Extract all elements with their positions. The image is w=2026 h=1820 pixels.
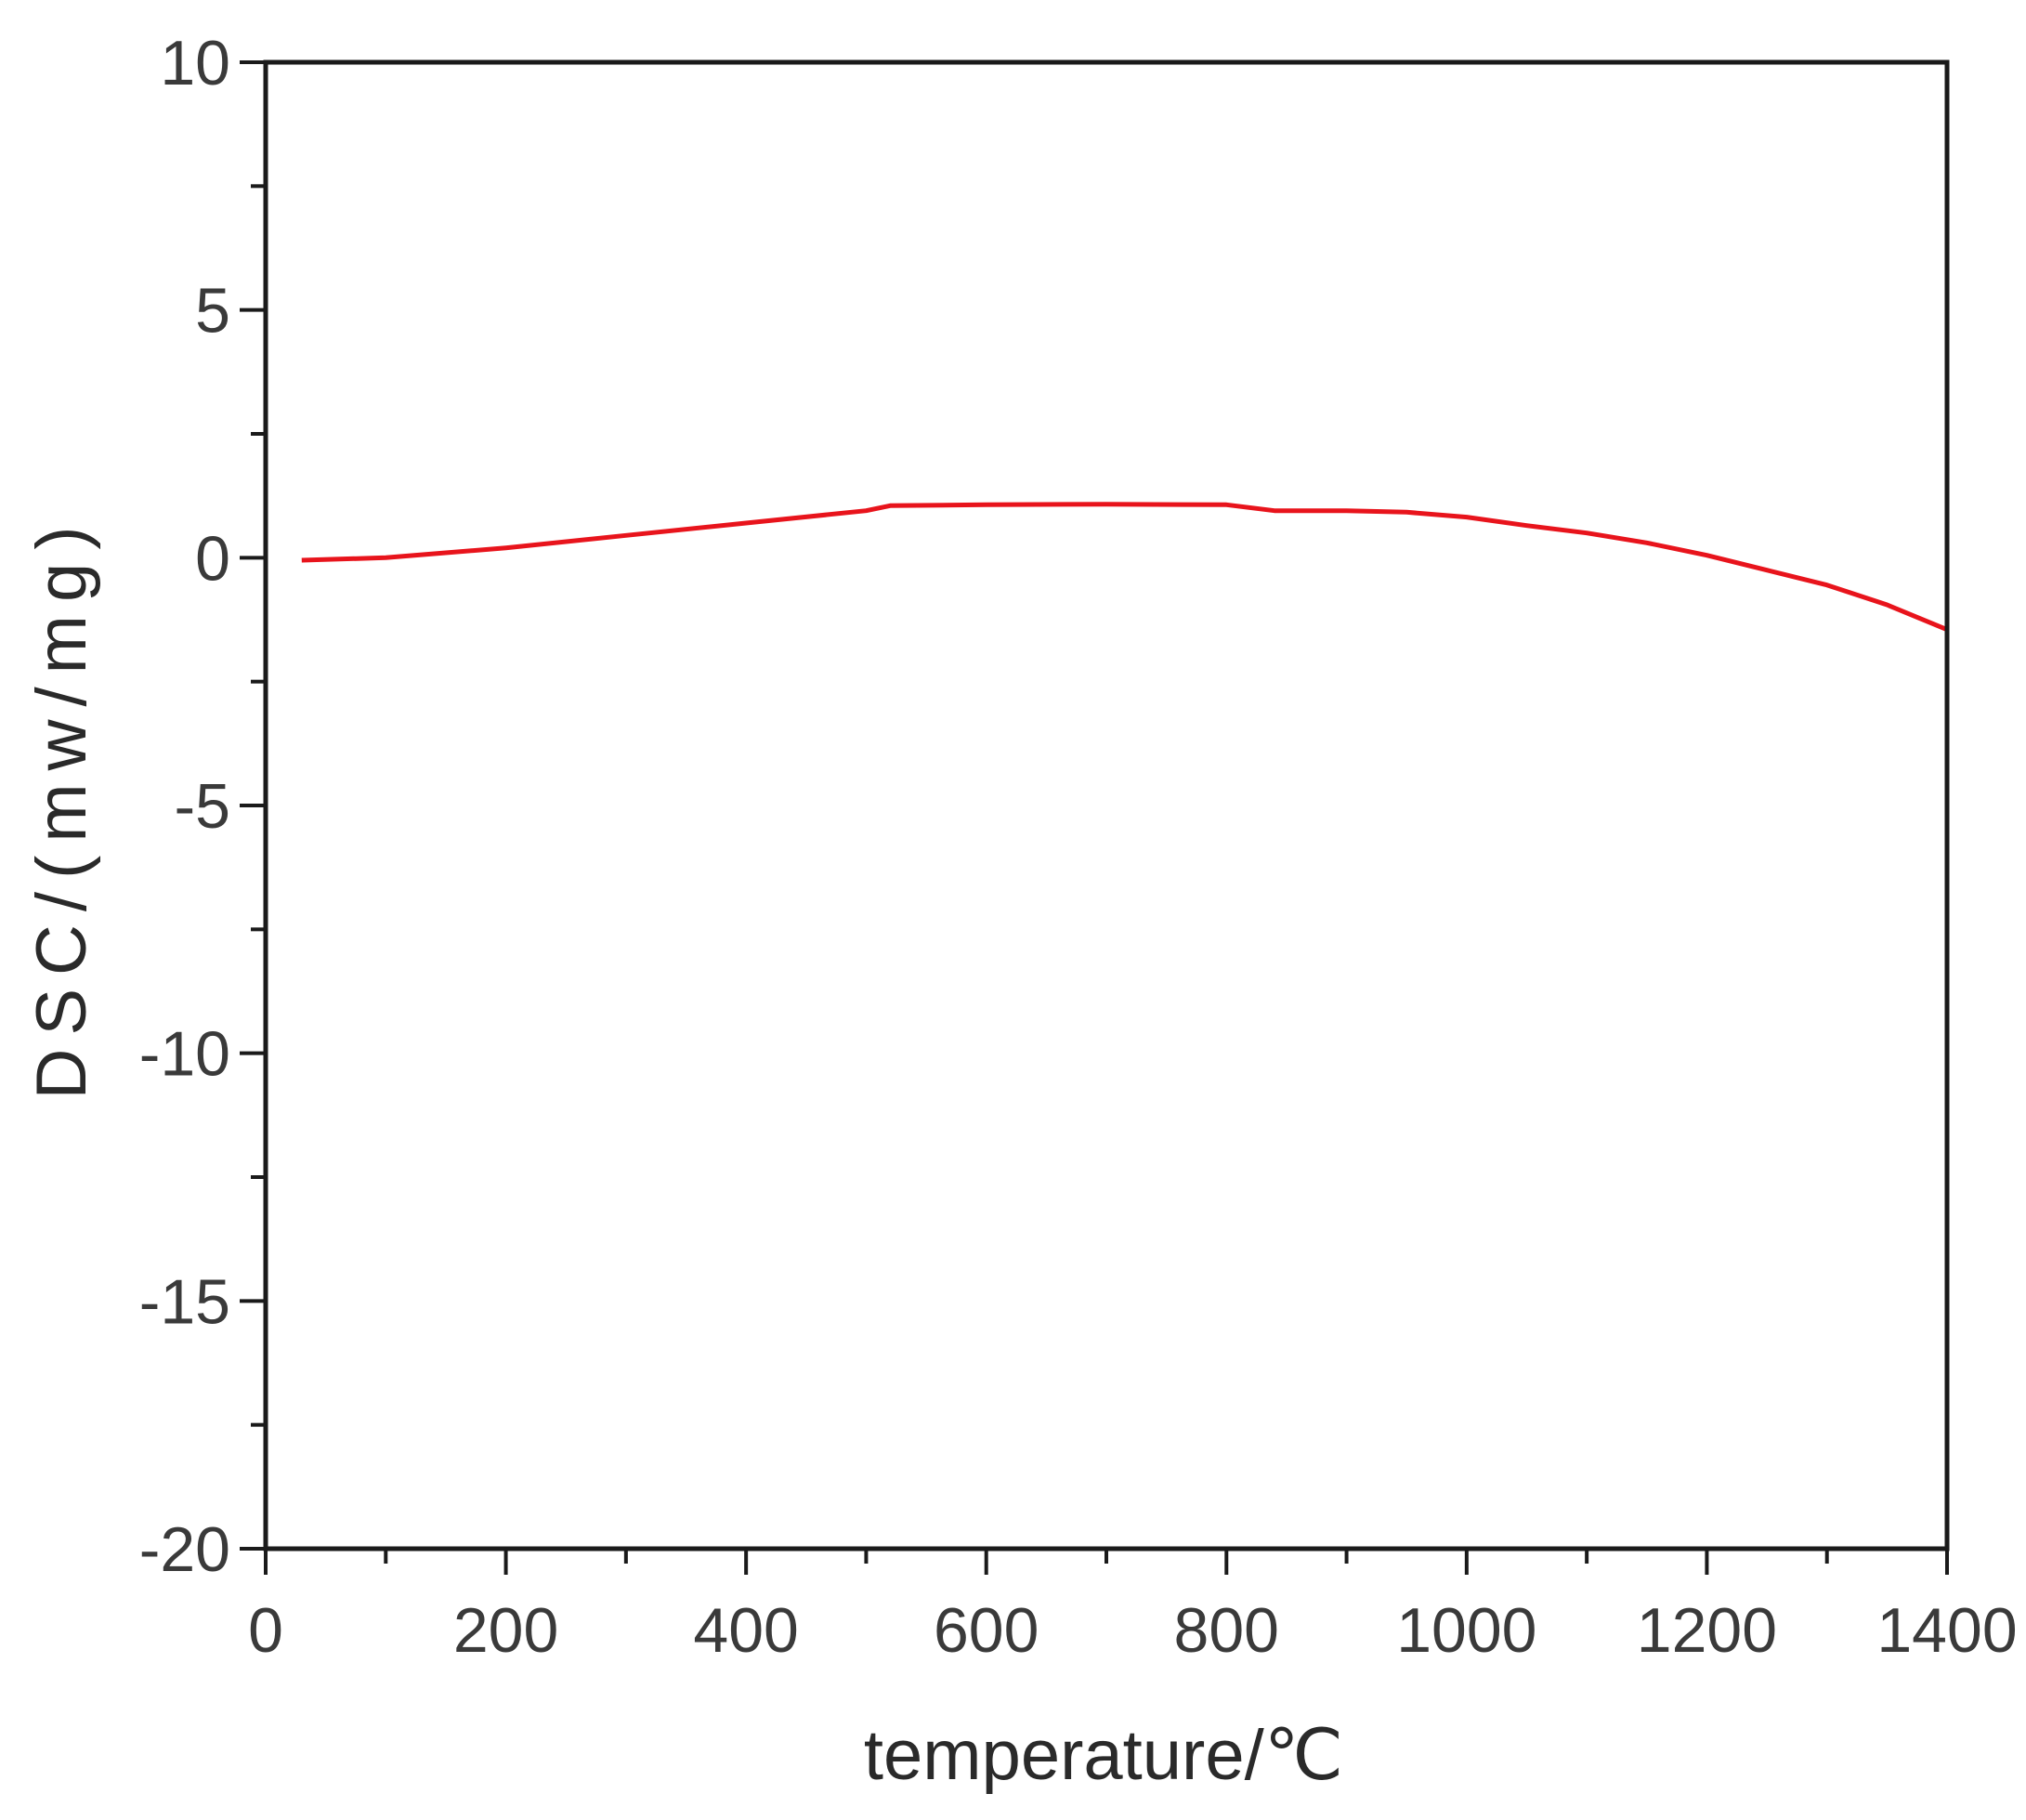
- x-tick-label: 1400: [1876, 1595, 2017, 1666]
- y-tick-label: -15: [139, 1266, 230, 1337]
- y-tick-label: -5: [175, 771, 230, 842]
- axis-tick-labels: 0 200 400 600 800 1000 1200 1400 10 5 0 -5 -10 -15 -20: [139, 28, 2018, 1666]
- plot-frame: [263, 59, 1950, 1552]
- data-series: [301, 502, 1948, 633]
- x-tick-label: 0: [248, 1595, 283, 1666]
- y-tick-label: -20: [139, 1514, 230, 1585]
- x-axis-label: temperature/℃: [864, 1716, 1343, 1795]
- y-tick-label: -10: [139, 1019, 230, 1090]
- axis-ticks: [240, 60, 1949, 1575]
- x-tick-label: 600: [934, 1595, 1039, 1666]
- dsc-curve: [301, 502, 1948, 633]
- y-tick-label: 10: [160, 28, 230, 98]
- y-axis-label: DSC/(mw/mg): [22, 513, 101, 1099]
- y-tick-label: 0: [195, 523, 230, 594]
- x-tick-label: 800: [1174, 1595, 1279, 1666]
- x-tick-label: 1000: [1396, 1595, 1536, 1666]
- x-tick-label: 200: [453, 1595, 558, 1666]
- x-tick-label: 400: [693, 1595, 798, 1666]
- x-tick-label: 1200: [1637, 1595, 1777, 1666]
- y-tick-label: 5: [195, 276, 230, 347]
